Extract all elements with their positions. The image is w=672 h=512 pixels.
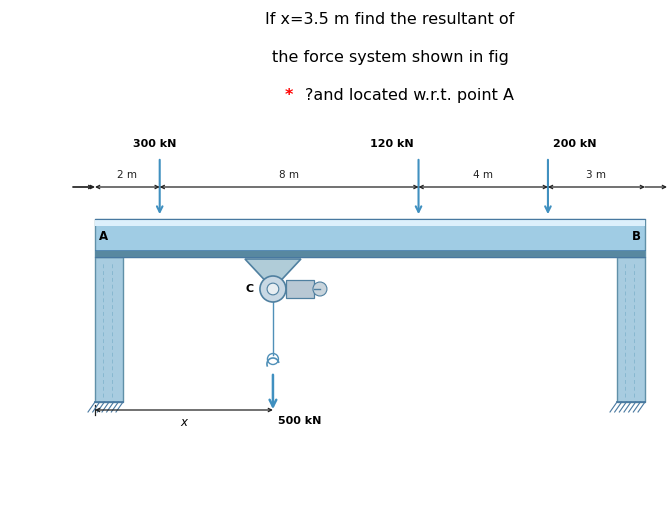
Text: 500 kN: 500 kN <box>278 416 321 426</box>
Bar <box>95 257 123 402</box>
Text: 200 kN: 200 kN <box>553 139 597 149</box>
Bar <box>95 219 645 257</box>
Text: B: B <box>632 229 641 243</box>
Text: If x=3.5 m find the resultant of: If x=3.5 m find the resultant of <box>265 12 515 27</box>
Text: 120 kN: 120 kN <box>370 139 413 149</box>
Circle shape <box>260 276 286 302</box>
Text: A: A <box>99 229 108 243</box>
Text: x: x <box>181 416 187 429</box>
Circle shape <box>313 282 327 296</box>
Text: 3 m: 3 m <box>587 170 606 180</box>
Bar <box>617 257 645 402</box>
Bar <box>95 251 645 257</box>
Bar <box>95 219 645 226</box>
Text: C: C <box>246 284 254 294</box>
Text: ?and located w.r.t. point A: ?and located w.r.t. point A <box>305 88 514 103</box>
Text: *: * <box>285 88 299 103</box>
Text: 4 m: 4 m <box>473 170 493 180</box>
Text: 8 m: 8 m <box>279 170 299 180</box>
Polygon shape <box>245 259 301 289</box>
Text: 300 kN: 300 kN <box>133 139 176 149</box>
Circle shape <box>267 283 279 295</box>
Text: 2 m: 2 m <box>118 170 137 180</box>
Bar <box>286 280 314 298</box>
Text: the force system shown in fig: the force system shown in fig <box>271 50 509 65</box>
